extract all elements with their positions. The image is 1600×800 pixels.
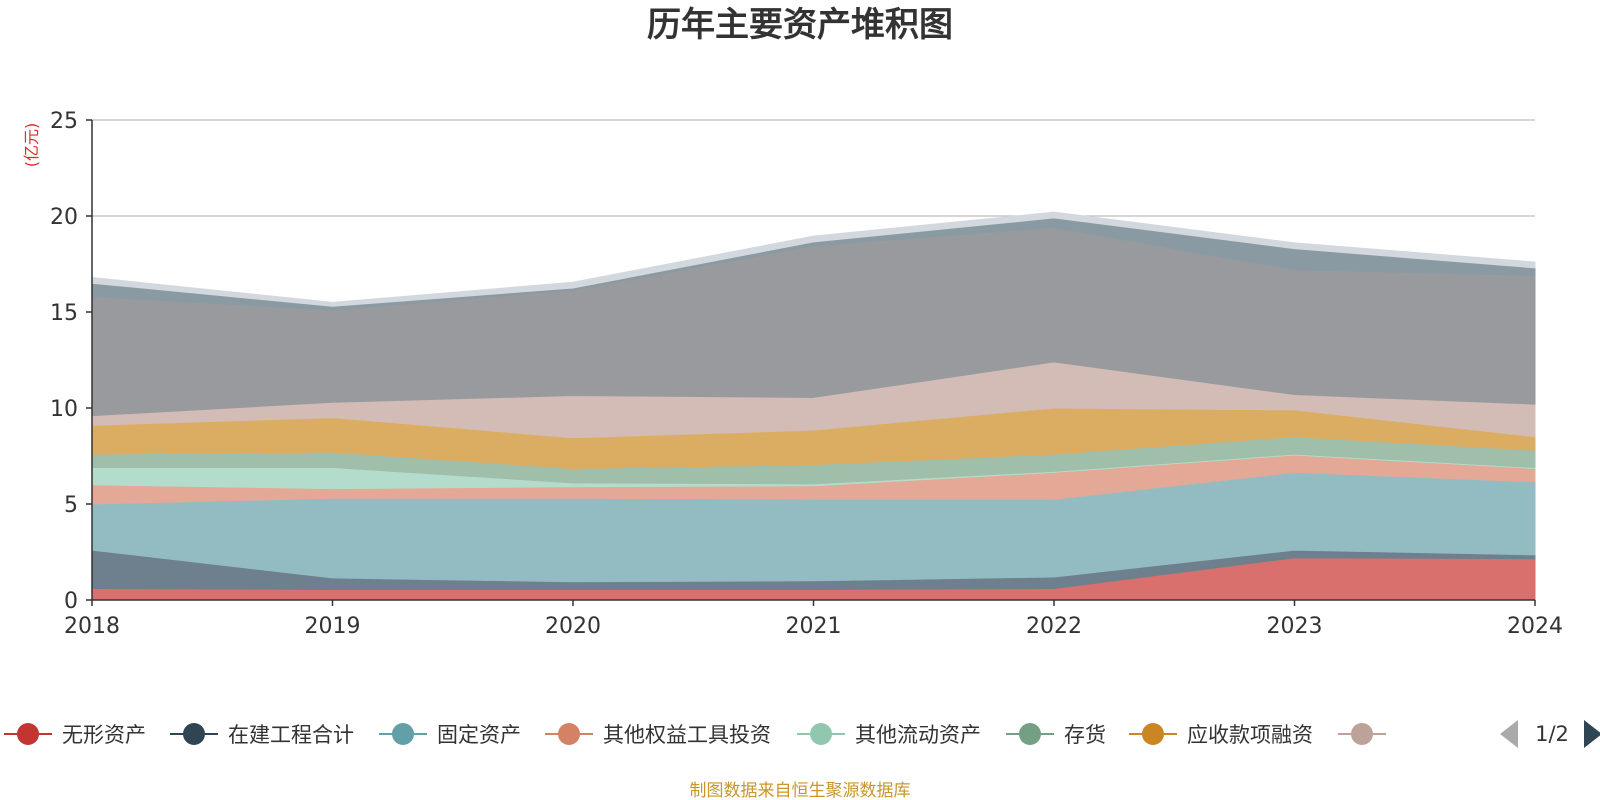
x-tick-label: 2020	[545, 614, 601, 639]
legend-marker-icon	[558, 723, 580, 745]
legend-next-page-icon[interactable]	[1584, 720, 1600, 748]
legend-marker-icon	[392, 723, 414, 745]
legend-marker-icon	[1019, 723, 1041, 745]
x-tick-label: 2021	[786, 614, 842, 639]
legend-marker-icon	[1142, 723, 1164, 745]
x-tick-label: 2019	[305, 614, 361, 639]
legend-item[interactable]: 固定资产	[379, 723, 521, 747]
area-series-11	[91, 211, 1536, 307]
legend-label: 其他权益工具投资	[603, 723, 771, 747]
legend-label: 无形资产	[62, 723, 146, 747]
chart-title: 历年主要资产堆积图	[647, 5, 953, 45]
legend-item[interactable]: 其他权益工具投资	[545, 723, 771, 747]
x-tick-label: 2018	[64, 614, 120, 639]
legend-label: 其他流动资产	[855, 723, 981, 747]
legend: 无形资产 在建工程合计 固定资产 其他权益工具投资 其他流动资产 存货 应收款项融资	[4, 723, 1386, 747]
y-tick-label: 5	[64, 493, 78, 518]
legend-marker-icon	[183, 723, 205, 745]
legend-item[interactable]: 存货	[1006, 723, 1106, 747]
legend-page-indicator: 1/2	[1535, 722, 1569, 746]
legend-pager: 1/2	[1500, 720, 1600, 748]
legend-label: 存货	[1064, 723, 1106, 747]
legend-marker-icon	[810, 723, 832, 745]
legend-item[interactable]: 其他流动资产	[797, 723, 981, 747]
x-tick-label: 2024	[1507, 614, 1563, 639]
legend-marker-icon	[17, 723, 39, 745]
area-series	[91, 211, 1536, 601]
y-tick-label: 10	[50, 397, 78, 422]
y-tick-label: 20	[50, 205, 78, 230]
y-tick-label: 0	[64, 589, 78, 614]
data-source-note: 制图数据来自恒生聚源数据库	[690, 781, 911, 800]
axes: 0 5 10 15 20 25 2018 2019 2020 2021 2022 2023 2024	[50, 109, 1563, 639]
y-axis-unit: (亿元)	[22, 123, 41, 168]
legend-prev-page-icon[interactable]	[1500, 720, 1518, 748]
x-tick-label: 2022	[1026, 614, 1082, 639]
y-tick-label: 15	[50, 301, 78, 326]
legend-label: 固定资产	[437, 723, 521, 747]
legend-item[interactable]: 在建工程合计	[170, 723, 354, 747]
x-tick-label: 2023	[1267, 614, 1323, 639]
y-tick-label: 25	[50, 109, 78, 134]
legend-item[interactable]	[1338, 723, 1386, 745]
legend-item[interactable]: 无形资产	[4, 723, 146, 747]
legend-label: 应收款项融资	[1187, 723, 1313, 747]
legend-marker-icon	[1351, 723, 1373, 745]
legend-item[interactable]: 应收款项融资	[1129, 723, 1313, 747]
legend-label: 在建工程合计	[228, 723, 354, 747]
